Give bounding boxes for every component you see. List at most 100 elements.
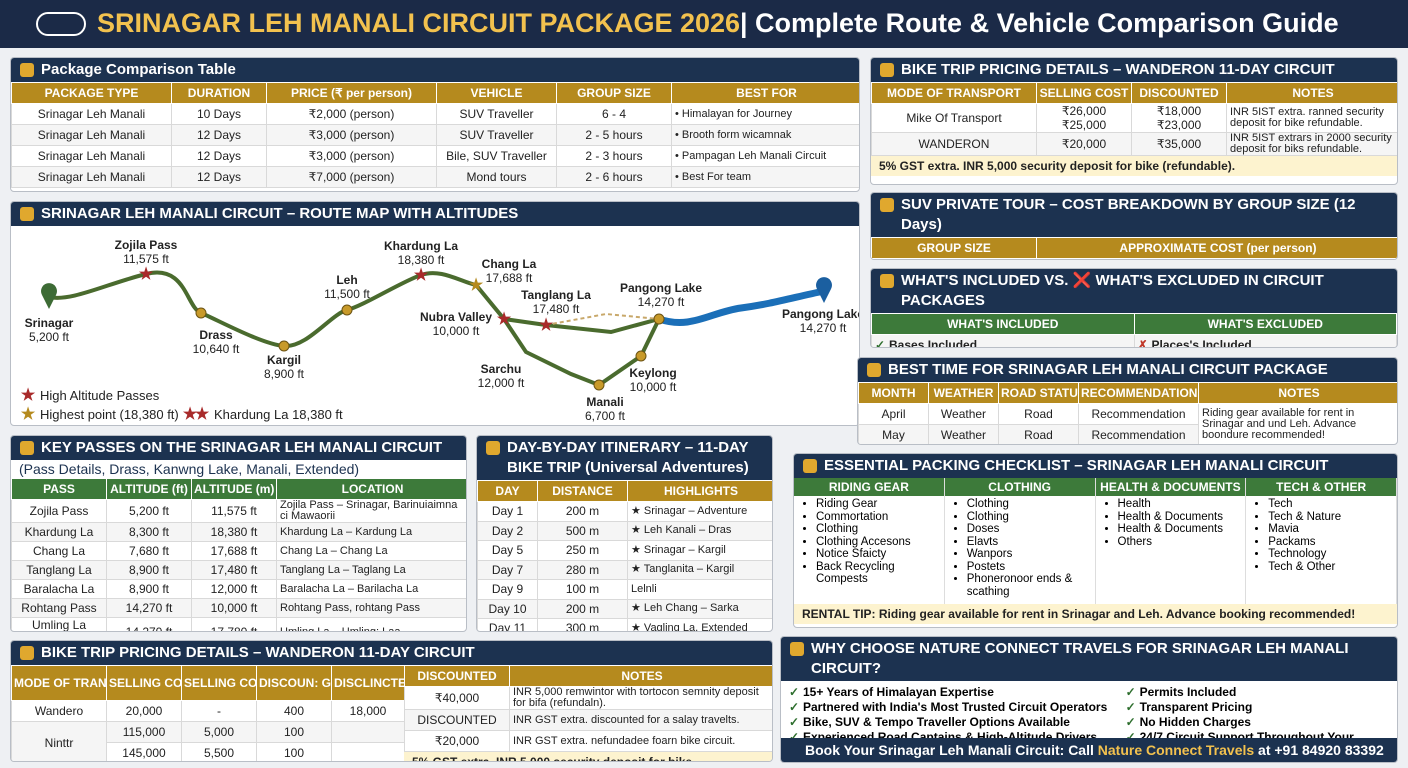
route-loop — [502, 317, 661, 388]
table-row: May Weather Road Recommendation — [858, 424, 1398, 444]
column-header: DISCOUNTED — [404, 665, 510, 687]
table-cell: ₹2,000 (person) — [266, 103, 437, 125]
empty-cell — [331, 721, 405, 743]
pricing-right: DISCOUNTED NOTES ₹40,000 INR 5,000 remwinto… — [404, 665, 772, 761]
column-header: SELLING COST — [181, 665, 257, 701]
list-item: Bases Included — [875, 339, 1131, 348]
table-cell: 14,270 ft — [106, 617, 192, 631]
column-header: RECOMMENDATION — [1078, 382, 1199, 404]
table-cell: 12 Days — [171, 124, 267, 146]
table: MONTH WEATHER ROAD STATUS RECOMMENDATION NOT… — [858, 382, 1398, 444]
table-row: 12 Days₹22,000 — [871, 258, 1397, 259]
place-altitude: 8,900 ft — [264, 367, 305, 381]
table-cell: Road — [998, 424, 1079, 444]
place-name: Srinagar — [25, 316, 74, 330]
column-header: SELLING COST — [1036, 82, 1132, 104]
table-cell: ★ Leh Kanali – Dras — [627, 520, 772, 541]
panel: BIKE TRIP PRICING DETAILS – WANDERON 11-… — [870, 57, 1398, 185]
place-name: Tanglang La — [521, 288, 591, 302]
table-cell: Day 11 — [477, 618, 538, 631]
cta-phone: at +91 84920 83392 — [1258, 742, 1384, 758]
table-cell: 8,900 ft — [106, 579, 192, 599]
list: HealthHealth & DocumentsHealth & Documen… — [1096, 498, 1246, 548]
list: ClothingClothingDosesElavtsWanporsPostet… — [945, 498, 1095, 598]
table-cell: 10 Days — [171, 103, 267, 125]
table-cell: Bile, SUV Traveller — [436, 145, 557, 167]
column-header: GROUP SIZE — [556, 82, 672, 104]
table-cell: Zojila Pass — [11, 499, 107, 523]
pass-marker: ★ — [139, 266, 154, 283]
bike-icon — [36, 12, 86, 36]
table-cell: • Brooth form wicamnak — [671, 124, 859, 146]
panel: WHY CHOOSE NATURE CONNECT TRAVELS FOR SR… — [780, 636, 1398, 763]
table-cell: Day 10 — [477, 598, 538, 619]
table-cell: 12 Days — [171, 166, 267, 188]
place-altitude: 14,270 ft — [800, 321, 847, 335]
place-altitude: 11,500 ft — [324, 287, 370, 301]
list-item: Tech & Other — [1268, 561, 1396, 574]
table-cell: 8,900 ft — [106, 560, 192, 580]
header-row: PACKAGE TYPE DURATION PRICE (₹ per person)… — [11, 82, 859, 104]
table-row: Day 5 250 m ★ Srinagar – Kargil — [477, 540, 772, 561]
table: PASS ALTITUDE (ft) ALTITUDE (m) LOCATION Zoj… — [11, 478, 466, 631]
table-row: April Weather Road Recommendation Riding gea… — [858, 403, 1397, 444]
pass-marker: ★ — [21, 387, 36, 404]
table-cell: May — [858, 424, 929, 444]
cell-line: ₹23,000 — [1156, 118, 1202, 132]
panel: SRINAGAR LEH MANALI CIRCUIT – ROUTE MAP … — [10, 201, 860, 426]
column-header: CLOTHING — [944, 478, 1095, 496]
place-name: Chang La — [482, 257, 537, 271]
pass-marker: ★ — [183, 406, 198, 423]
table-cell: - — [181, 700, 257, 722]
table-cell: Lelnli — [627, 579, 772, 600]
table-cell: Chang La – Chang La — [276, 541, 466, 561]
table-cell: Road — [998, 403, 1079, 425]
table-cell: ★ Tanglanita – Kargil — [627, 559, 772, 580]
pass-marker: ★ — [539, 317, 554, 334]
table-cell: ₹35,000 — [1131, 132, 1227, 156]
town-marker — [635, 350, 647, 362]
column-header: WHAT'S INCLUDED — [871, 313, 1135, 335]
list-item: Tech & Nature — [1268, 511, 1396, 524]
column-header: DAY — [477, 480, 538, 502]
table-cell: 18,000 — [331, 700, 405, 722]
table-cell: Day 7 — [477, 559, 538, 580]
table-cell: Srinagar Leh Manali — [11, 166, 172, 188]
table-cell: ★ Srinagar – Kargil — [627, 540, 772, 561]
panel: SUV PRIVATE TOUR – COST BREAKDOWN BY GRO… — [870, 192, 1398, 260]
table-cell: 500 m — [537, 520, 628, 541]
panel-title: SRINAGAR LEH MANALI CIRCUIT – ROUTE MAP … — [11, 202, 859, 226]
place-altitude: 10,000 ft — [630, 380, 677, 394]
list-item: Places's Included — [1138, 339, 1394, 348]
table-cell: Baralacha La – Barilacha La — [276, 579, 466, 599]
column-header: VEHICLE — [436, 82, 557, 104]
town-marker — [341, 304, 353, 316]
table-cell: ★ Leh Chang – Sarka — [627, 598, 772, 619]
pass-marker: ★ — [497, 311, 512, 328]
town-marker — [278, 340, 290, 352]
pass-marker: ★ — [469, 277, 484, 294]
list-item: Postets — [967, 561, 1095, 574]
place-name: Leh — [336, 273, 357, 287]
column-header: NOTES — [1198, 382, 1397, 404]
column-header: DURATION — [171, 82, 267, 104]
header-row: WHAT'S INCLUDED WHAT'S EXCLUDED — [871, 313, 1397, 335]
table-cell: 17,780 ft — [191, 617, 277, 631]
note: 5% GST extra. INR 5,000 security deposit… — [871, 156, 1397, 176]
table-cell: 17,480 ft — [191, 560, 277, 580]
table-cell: 14,270 ft — [106, 598, 192, 618]
table-row: DISCOUNTED INR GST extra. discounted for … — [404, 709, 772, 731]
list-item: Tech — [1268, 498, 1396, 511]
table-row: Srinagar Leh Manali 12 Days ₹7,000 (person… — [11, 166, 859, 188]
column-header: ALTITUDE (m) — [191, 478, 277, 500]
table-cell: Rohtang Pass, rohtang Pass — [276, 598, 466, 618]
list-item: Health & Documents — [1118, 523, 1246, 536]
empty-cell — [331, 742, 405, 761]
column-header: SELLING COST — [106, 665, 182, 701]
table-row: Day 11 300 m ★ Vagling La, Extended — [477, 618, 772, 631]
place-altitude: 17,480 ft — [533, 302, 580, 316]
header-row: DAY DISTANCE HIGHLIGHTS — [477, 480, 772, 502]
table-cell: • Pampagan Leh Manali Circuit — [671, 145, 859, 167]
